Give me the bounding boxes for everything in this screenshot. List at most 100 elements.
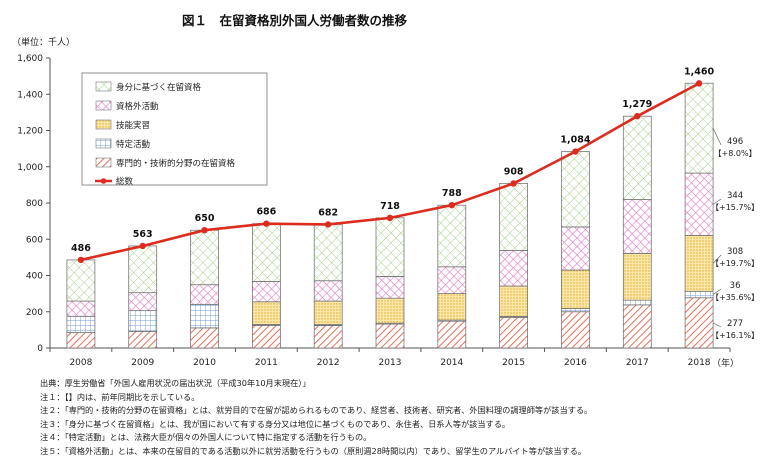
annotation-value: 344 <box>727 191 743 201</box>
bar-segment-designated-activities-2017 <box>622 299 652 306</box>
legend-label: 技能実習 <box>116 120 150 131</box>
bar-segment-designated-activities-2018 <box>684 290 714 299</box>
total-label-2009: 563 <box>133 229 153 240</box>
bar-segment-professional-2016 <box>561 311 590 349</box>
y-tick-label: 800 <box>26 199 43 209</box>
bar-segment-professional-2018 <box>684 297 714 349</box>
total-point-2010 <box>201 226 208 234</box>
bar-segment-status-based-2012 <box>313 224 343 282</box>
total-point-2015 <box>510 180 517 187</box>
footnotes: 出典：厚生労働省「外国人雇用状況の届出状況（平成30年10月末現在）」 注１：【… <box>40 377 775 459</box>
bar-segment-status-based-2011 <box>252 223 281 282</box>
total-point-2013 <box>386 214 394 222</box>
bar-segment-designated-activities-2010 <box>190 303 219 329</box>
legend-label: 資格外活動 <box>116 101 159 112</box>
bar-segment-outside-status-2014 <box>437 266 467 294</box>
legend-swatch <box>95 157 112 168</box>
note-2: 注２：「専門的・技術的分野の在留資格」とは、就労目的で在留が認められるものであり… <box>40 405 593 416</box>
bar-segment-outside-status-2012 <box>313 280 343 302</box>
bar-segment-technical-intern-2012 <box>313 300 343 325</box>
bar-segment-status-based-2018 <box>684 82 714 174</box>
bar-segment-professional-2011 <box>252 324 281 349</box>
total-label-2016: 1,084 <box>560 135 590 146</box>
legend-swatch <box>95 81 112 92</box>
bar-segment-outside-status-2011 <box>252 281 281 303</box>
legend-label: 専門的・技術的分野の在留資格 <box>116 158 236 169</box>
bar-segment-professional-2014 <box>437 320 467 349</box>
bar-stacks <box>66 82 714 349</box>
y-tick-label: 400 <box>26 272 43 282</box>
x-tick-label: 2017 <box>626 358 649 368</box>
total-line-series: 486 563 650 686 682 718 788 908 1,084 1,279 1,460 <box>71 66 714 264</box>
total-label-2017: 1,279 <box>622 99 652 110</box>
total-label-2015: 908 <box>504 166 524 177</box>
x-tick-label: 2011 <box>255 358 278 368</box>
total-label-2014: 788 <box>442 188 462 199</box>
annotation-change: 【+15.7%】 <box>711 203 759 212</box>
annotation-value: 308 <box>727 247 743 257</box>
y-tick-label: 1,000 <box>17 163 43 173</box>
bar-segment-status-based-2015 <box>499 183 528 251</box>
total-label-2008: 486 <box>71 243 91 254</box>
legend-swatch <box>95 138 112 149</box>
x-tick-label: 2013 <box>379 358 402 368</box>
bar-segment-professional-2013 <box>375 323 405 349</box>
bar-segment-professional-2012 <box>313 325 343 349</box>
annotation-value: 496 <box>727 137 743 147</box>
legend-label: 身分に基づく在留資格 <box>116 82 202 93</box>
note-5: 注５：「資格外活動」とは、本来の在留目的である活動以外に就労活動を行うもの（原則… <box>40 445 587 456</box>
bar-segment-technical-intern-2014 <box>437 293 467 321</box>
bar-segment-outside-status-2009 <box>128 292 158 312</box>
legend-swatch <box>95 100 112 111</box>
total-point-2012 <box>324 221 332 228</box>
x-tick-label: 2009 <box>131 358 154 368</box>
total-point-2016 <box>572 148 579 155</box>
bar-segment-technical-intern-2013 <box>375 297 405 324</box>
y-tick-label: 200 <box>26 308 43 318</box>
bar-segment-status-based-2017 <box>622 115 652 200</box>
total-label-2018: 1,460 <box>684 66 714 77</box>
annotation-change: 【+35.6%】 <box>711 293 759 302</box>
bar-segment-professional-2009 <box>128 330 158 349</box>
bar-segment-professional-2010 <box>190 327 219 349</box>
legend-label: 総数 <box>116 176 134 187</box>
total-point-2011 <box>263 220 270 227</box>
bar-segment-outside-status-2018 <box>684 172 714 236</box>
stacked-bar-chart: 図１ 在留資格別外国人労働者数の推移 （単位：千人） （年） 0 200 400 60… <box>12 13 759 369</box>
bar-segment-status-based-2014 <box>437 204 467 268</box>
annotation-change: 【+8.0%】 <box>714 149 757 158</box>
total-label-2011: 686 <box>256 207 276 218</box>
annotation-leader <box>712 198 722 205</box>
bar-segment-outside-status-2016 <box>561 226 590 271</box>
x-axis: 2008 2009 2010 2011 2012 2013 2014 2015 2016 2017… <box>49 347 731 368</box>
x-tick-label: 2008 <box>69 358 92 368</box>
total-point-2018 <box>695 80 703 87</box>
x-tick-label: 2014 <box>440 358 463 368</box>
bar-segment-outside-status-2013 <box>375 276 405 299</box>
total-point-2014 <box>448 201 456 209</box>
annotation-leader <box>712 127 722 146</box>
bar-segment-outside-status-2015 <box>499 250 528 287</box>
bar-segment-status-based-2008 <box>66 259 96 302</box>
y-tick-label: 1,400 <box>17 90 43 100</box>
annotation-change: 【+19.7%】 <box>711 259 759 268</box>
y-tick-label: 600 <box>26 235 43 245</box>
total-label-2010: 650 <box>195 213 215 224</box>
note-1: 注１：【】内は、前年同期比を示している。 <box>40 391 200 402</box>
bar-segment-professional-2017 <box>622 304 652 349</box>
annotation-leader <box>712 322 722 328</box>
bar-segment-professional-2015 <box>499 317 528 349</box>
bar-segment-technical-intern-2016 <box>561 269 590 309</box>
bar-segment-designated-activities-2016 <box>561 308 590 313</box>
x-tick-label: 2015 <box>502 358 525 368</box>
bar-segment-outside-status-2010 <box>190 284 219 305</box>
x-tick-label: 2018 <box>688 358 711 368</box>
x-tick-label: 2016 <box>564 358 587 368</box>
annotation-leader <box>712 288 722 295</box>
y-axis: 0 200 400 600 800 1,000 1,200 1,400 1,600 <box>17 54 51 354</box>
x-tick-label: 2010 <box>193 358 216 368</box>
bar-segment-outside-status-2008 <box>66 300 96 317</box>
bar-segment-status-based-2010 <box>190 229 219 286</box>
note-4: 注４：「特定活動」とは、法務大臣が個々の外国人について特に指定する活動を行うもの… <box>40 432 372 443</box>
